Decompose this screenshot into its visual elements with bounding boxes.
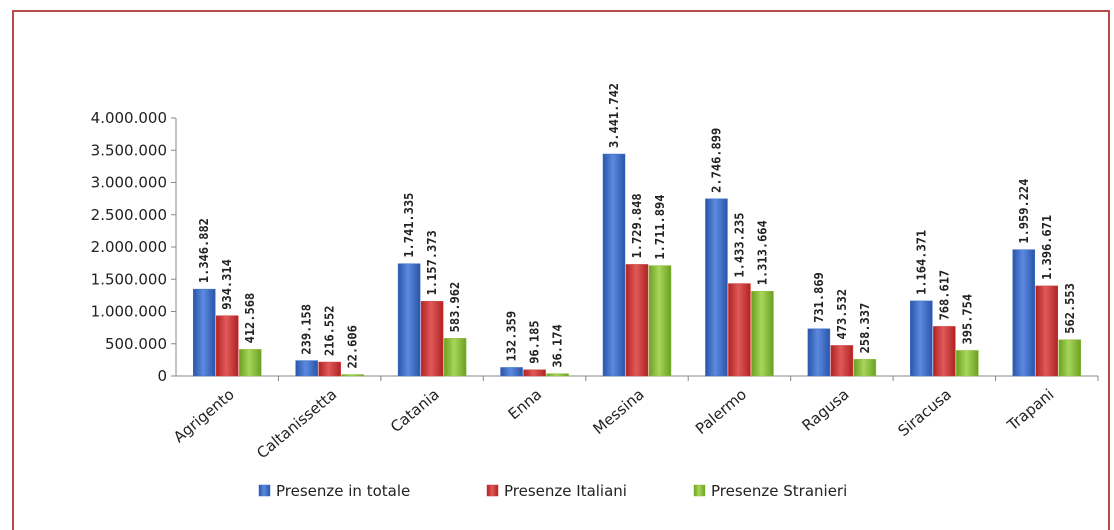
x-category-label: Ragusa <box>799 385 853 434</box>
legend-swatch <box>258 484 271 497</box>
data-label: 1.164.371 <box>914 230 928 295</box>
bar <box>546 373 569 377</box>
bar <box>956 350 979 377</box>
data-label: 768.617 <box>937 270 951 321</box>
y-tick-label: 3.000.000 <box>91 174 167 192</box>
data-label: 1.711.894 <box>653 195 667 260</box>
data-label: 216.552 <box>323 305 337 356</box>
legend-label: Presenze Italiani <box>504 482 627 500</box>
data-label: 239.158 <box>300 304 314 355</box>
data-label: 562.553 <box>1063 283 1077 334</box>
data-label: 583.962 <box>448 282 462 333</box>
bar <box>443 338 467 377</box>
bar <box>830 345 854 377</box>
y-tick-label: 500.000 <box>105 335 167 353</box>
x-category-label: Enna <box>505 385 545 423</box>
y-tick-label: 2.000.000 <box>91 238 167 256</box>
data-label: 934.314 <box>220 259 234 310</box>
data-label: 1.959.224 <box>1017 179 1031 244</box>
data-label: 1.346.882 <box>197 218 211 283</box>
x-category-label: Caltanissetta <box>253 385 340 462</box>
bar <box>1012 249 1036 377</box>
y-tick-label: 3.500.000 <box>91 141 167 159</box>
data-label: 731.869 <box>812 272 826 323</box>
data-label: 1.729.848 <box>630 193 644 258</box>
bar <box>625 264 649 377</box>
bar <box>1058 339 1082 377</box>
x-category-label: Siracusa <box>894 385 954 440</box>
y-tick-label: 1.500.000 <box>91 270 167 288</box>
bar <box>1035 285 1059 377</box>
y-tick-label: 0 <box>157 367 167 385</box>
legend: Presenze in totale Presenze Italiani Prese… <box>258 482 847 500</box>
bar <box>523 369 546 377</box>
x-axis: Agrigento Caltanissetta Catania Enna Messina… <box>170 375 1099 462</box>
data-label: 3.441.742 <box>607 83 621 148</box>
x-category-label: Catania <box>387 385 443 436</box>
bar <box>933 326 956 377</box>
y-axis: 0 500.000 1.000.000 1.500.000 2.000.000 2.500… <box>91 109 177 385</box>
bar <box>397 263 421 377</box>
data-label: 1.313.664 <box>755 220 769 285</box>
data-label: 36.174 <box>551 324 565 367</box>
legend-label: Presenze in totale <box>276 482 410 500</box>
legend-swatch <box>486 484 499 497</box>
bar <box>192 288 216 377</box>
data-label: 22.606 <box>346 325 360 368</box>
data-label: 2.746.899 <box>709 128 723 193</box>
data-label: 473.532 <box>835 289 849 340</box>
bar <box>318 361 341 377</box>
bars <box>192 153 1082 377</box>
bar <box>602 153 626 377</box>
data-label: 1.433.235 <box>732 213 746 278</box>
data-label: 395.754 <box>960 294 974 345</box>
bar <box>853 359 877 377</box>
bar <box>807 328 831 377</box>
y-tick-label: 4.000.000 <box>91 109 167 127</box>
bar <box>728 283 751 377</box>
bar <box>215 315 239 377</box>
data-label: 96.185 <box>528 320 542 363</box>
x-category-label: Palermo <box>692 385 750 438</box>
bar <box>751 291 774 377</box>
legend-swatch <box>693 484 706 497</box>
bar <box>341 374 364 377</box>
data-labels: 1.346.882 934.314 412.568 239.158 216.552 22.… <box>197 83 1077 369</box>
data-label: 1.741.335 <box>402 193 416 258</box>
data-label: 1.157.373 <box>425 230 439 295</box>
bar <box>238 349 262 377</box>
data-label: 412.568 <box>243 293 257 344</box>
x-category-label: Messina <box>590 385 648 438</box>
data-label: 258.337 <box>858 303 872 354</box>
legend-label: Presenze Stranieri <box>711 482 847 500</box>
bar <box>500 367 523 377</box>
data-label: 1.396.671 <box>1040 215 1054 280</box>
bar <box>910 300 933 377</box>
y-tick-label: 2.500.000 <box>91 206 167 224</box>
x-category-label: Agrigento <box>170 385 238 446</box>
x-category-label: Trapani <box>1003 385 1057 435</box>
bar <box>295 360 318 377</box>
chart-frame <box>12 10 1110 530</box>
bar <box>420 301 444 377</box>
bar <box>648 265 672 377</box>
y-tick-label: 1.000.000 <box>91 303 167 321</box>
data-label: 132.359 <box>505 311 519 362</box>
bar <box>705 198 728 377</box>
